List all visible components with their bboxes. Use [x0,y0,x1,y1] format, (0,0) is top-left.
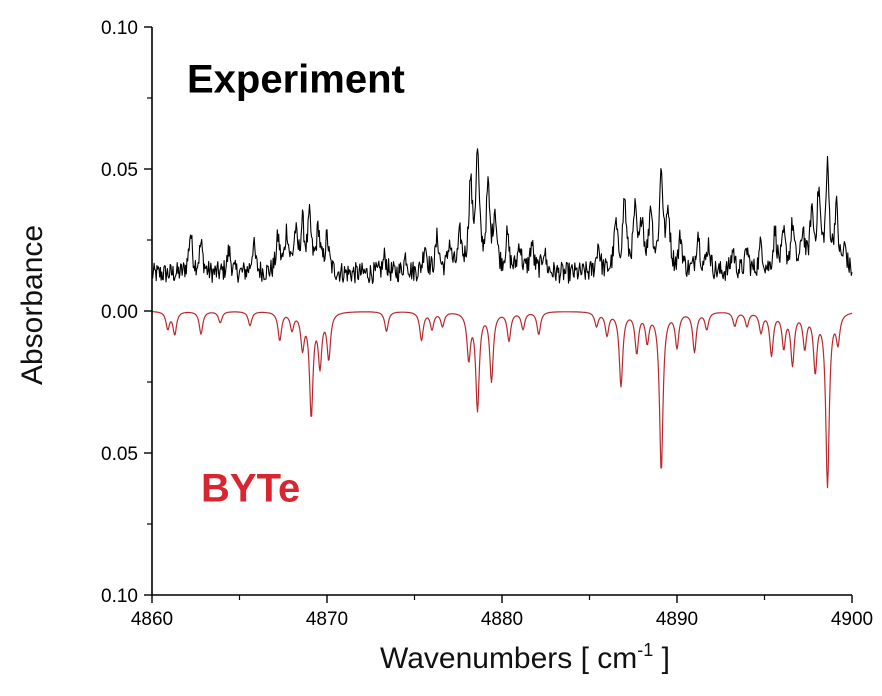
y-tick-label: 0.00 [101,302,138,323]
y-tick-label: 0.10 [101,18,138,39]
annotation-byte: BYTe [201,466,300,510]
x-axis-title-end: ] [653,642,670,675]
x-axis-title-sup: -1 [637,640,653,660]
annotation-experiment: Experiment [187,57,405,101]
y-tick-label: 0.05 [101,160,138,181]
x-axis-title-main: Wavenumbers [ cm [380,642,637,675]
x-tick-label: 4860 [131,609,173,630]
x-tick-label: 4870 [306,609,348,630]
series-line-1 [151,148,853,284]
y-tick-label: 0.10 [101,586,138,607]
x-tick-label: 4880 [481,609,523,630]
y-tick-label: 0.05 [101,444,138,465]
y-axis-title: Absorbance [16,225,49,385]
series-line-2 [151,311,853,489]
x-tick-label: 4900 [831,609,873,630]
x-tick-label: 4890 [656,609,698,630]
x-axis-title: Wavenumbers [ cm-1 ] [380,640,670,675]
plot-area: Experiment BYTe [151,57,853,510]
